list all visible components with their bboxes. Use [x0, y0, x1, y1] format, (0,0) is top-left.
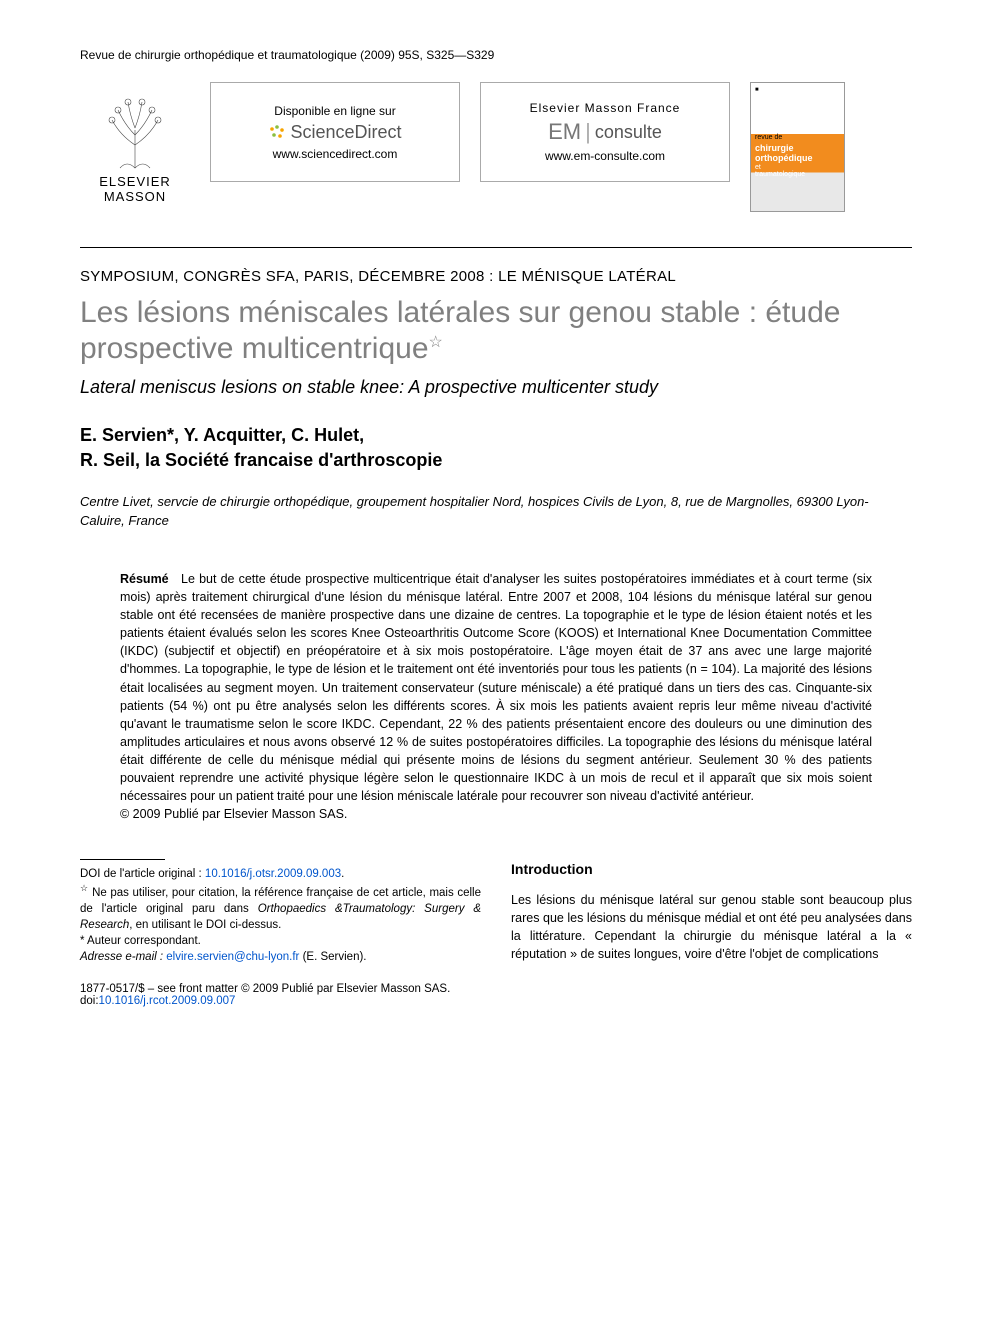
publisher-name: ELSEVIER MASSON — [80, 174, 190, 204]
affiliation: Centre Livet, servcie de chirurgie ortho… — [80, 493, 912, 529]
right-column: Introduction Les lésions du ménisque lat… — [511, 859, 912, 965]
intro-body: Les lésions du ménisque latéral sur geno… — [511, 891, 912, 964]
footer-line1: 1877-0517/$ – see front matter © 2009 Pu… — [80, 983, 912, 995]
journal-cover-top: ■ — [755, 87, 840, 93]
publisher-logo: ELSEVIER MASSON — [80, 82, 190, 212]
header-logo-row: ELSEVIER MASSON Disponible en ligne sur … — [80, 82, 912, 212]
title-text: Les lésions méniscales latérales sur gen… — [80, 296, 840, 365]
footnote-corr: * Auteur correspondant. — [80, 933, 481, 949]
footnote-star: ☆ Ne pas utiliser, pour citation, la réf… — [80, 882, 481, 933]
header-separator — [80, 247, 912, 248]
portal2-brand-pre: EM — [548, 119, 581, 145]
portal2-brand-post: consulte — [595, 122, 662, 143]
email-label: Adresse e-mail : — [80, 951, 166, 963]
abstract-body: Le but de cette étude prospective multic… — [120, 572, 872, 804]
portal1-url: www.sciencedirect.com — [273, 147, 398, 161]
jc-line3: et — [755, 164, 840, 172]
citation-line: Revue de chirurgie orthopédique et traum… — [80, 48, 912, 62]
authors-line1: E. Servien*, Y. Acquitter, C. Hulet, — [80, 423, 912, 448]
abstract-lead: Résumé — [120, 572, 169, 586]
footer-doi-link[interactable]: 10.1016/j.rcot.2009.09.007 — [99, 995, 236, 1007]
elsevier-tree-icon — [100, 90, 170, 170]
sciencedirect-icon — [268, 123, 286, 141]
footer-block: 1877-0517/$ – see front matter © 2009 Pu… — [80, 983, 912, 1007]
title-star-icon: ☆ — [429, 334, 443, 351]
email-link[interactable]: elvire.servien@chu-lyon.fr — [166, 951, 299, 963]
abstract: Résumé Le but de cette étude prospective… — [80, 570, 912, 824]
authors-line2: R. Seil, la Société francaise d'arthrosc… — [80, 448, 912, 473]
journal-cover-band: revue de chirurgie orthopédique et traum… — [755, 134, 840, 179]
emconsulte-box[interactable]: Elsevier Masson France EM|consulte www.e… — [480, 82, 730, 182]
section-label: SYMPOSIUM, CONGRÈS SFA, PARIS, DÉCEMBRE … — [80, 268, 912, 285]
email-after: (E. Servien). — [299, 951, 366, 963]
sciencedirect-box[interactable]: Disponible en ligne sur ScienceDirect ww… — [210, 82, 460, 182]
footnote-doi: DOI de l'article original : 10.1016/j.ot… — [80, 866, 481, 882]
abstract-copyright: © 2009 Publié par Elsevier Masson SAS. — [120, 805, 872, 823]
portal2-url: www.em-consulte.com — [545, 149, 665, 163]
footnote-email: Adresse e-mail : elvire.servien@chu-lyon… — [80, 949, 481, 965]
portal2-line1: Elsevier Masson France — [530, 101, 681, 115]
doi-label: DOI de l'article original : — [80, 868, 205, 880]
doi-link[interactable]: 10.1016/j.otsr.2009.09.003 — [205, 868, 341, 880]
article-subtitle: Lateral meniscus lesions on stable knee:… — [80, 377, 912, 398]
footnote-rule — [80, 859, 165, 860]
article-title: Les lésions méniscales latérales sur gen… — [80, 295, 912, 367]
doi-after: . — [341, 868, 344, 880]
left-column: DOI de l'article original : 10.1016/j.ot… — [80, 859, 481, 965]
two-column-section: DOI de l'article original : 10.1016/j.ot… — [80, 859, 912, 965]
jc-line2: orthopédique — [755, 154, 840, 164]
jc-line4: traumatologique — [755, 171, 840, 179]
portal1-line1: Disponible en ligne sur — [274, 104, 395, 118]
journal-cover: ■ revue de chirurgie orthopédique et tra… — [750, 82, 845, 212]
intro-heading: Introduction — [511, 859, 912, 879]
portal1-brand-text: ScienceDirect — [290, 122, 401, 143]
footer-doi-label: doi: — [80, 995, 99, 1007]
portal2-brand: EM|consulte — [548, 119, 662, 145]
portal1-brand: ScienceDirect — [268, 122, 401, 143]
authors-block: E. Servien*, Y. Acquitter, C. Hulet, R. … — [80, 423, 912, 473]
